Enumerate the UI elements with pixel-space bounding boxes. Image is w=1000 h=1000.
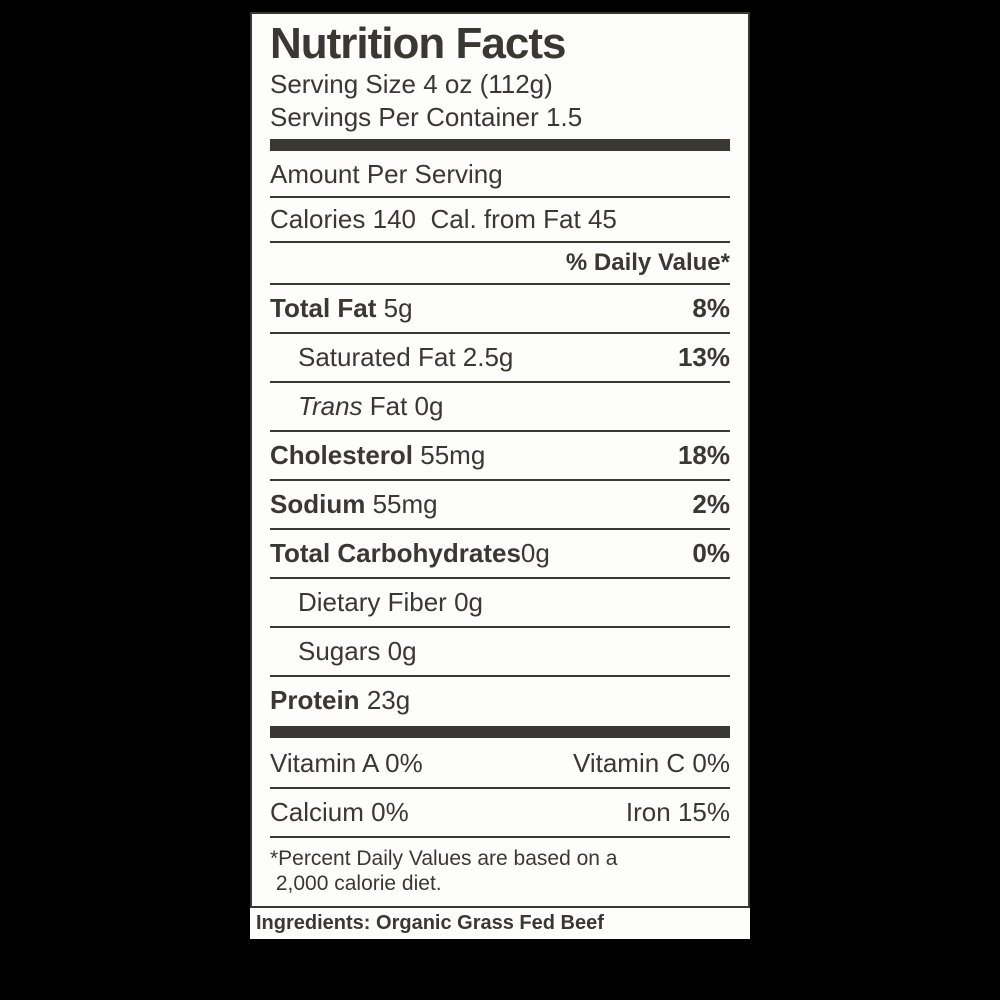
calories-value: 140 bbox=[373, 204, 416, 234]
sugars-amount: 0g bbox=[388, 636, 417, 666]
divider bbox=[270, 381, 730, 383]
cal-from-fat-label: Cal. from Fat bbox=[430, 204, 580, 234]
vitamin-c: Vitamin C 0% bbox=[573, 748, 730, 779]
divider bbox=[270, 836, 730, 838]
row-trans-fat: Trans Fat 0g bbox=[270, 387, 730, 426]
servings-per-container: Servings Per Container 1.5 bbox=[270, 101, 730, 134]
row-total-fat: Total Fat 5g 8% bbox=[270, 289, 730, 328]
footnote-line1: *Percent Daily Values are based on a bbox=[270, 847, 617, 870]
cal-from-fat-value: 45 bbox=[588, 204, 617, 234]
divider bbox=[270, 332, 730, 334]
calcium: Calcium 0% bbox=[270, 797, 409, 828]
ingredients-value: Organic Grass Fed Beef bbox=[376, 912, 604, 934]
row-protein: Protein 23g bbox=[270, 681, 730, 720]
divider bbox=[270, 283, 730, 285]
divider bbox=[270, 577, 730, 579]
serving-size: Serving Size 4 oz (112g) bbox=[270, 68, 730, 101]
divider bbox=[270, 528, 730, 530]
cholesterol-amount: 55mg bbox=[420, 440, 485, 470]
iron: Iron 15% bbox=[626, 797, 730, 828]
sodium-amount: 55mg bbox=[373, 489, 438, 519]
servings-per-container-label: Servings Per Container bbox=[270, 102, 539, 132]
divider bbox=[270, 675, 730, 677]
vitamin-a: Vitamin A 0% bbox=[270, 748, 423, 779]
thick-rule bbox=[270, 726, 730, 738]
calories-line: Calories 140 Cal. from Fat 45 bbox=[270, 202, 730, 237]
serving-size-value: 4 oz (112g) bbox=[423, 69, 553, 99]
dv-footnote: *Percent Daily Values are based on a 2,0… bbox=[270, 842, 730, 896]
vitamin-row-1: Vitamin A 0% Vitamin C 0% bbox=[270, 744, 730, 783]
serving-size-label: Serving Size bbox=[270, 69, 416, 99]
total-carb-amount: 0g bbox=[521, 538, 550, 568]
panel-title: Nutrition Facts bbox=[270, 22, 730, 66]
footnote-line2: 2,000 calorie diet. bbox=[276, 872, 442, 895]
cholesterol-label: Cholesterol bbox=[270, 440, 413, 470]
servings-per-container-value: 1.5 bbox=[546, 102, 582, 132]
trans-fat-prefix: Trans bbox=[298, 391, 363, 421]
divider bbox=[270, 196, 730, 198]
total-fat-label: Total Fat bbox=[270, 293, 376, 323]
total-fat-amount: 5g bbox=[384, 293, 413, 323]
fiber-label: Dietary Fiber bbox=[298, 587, 447, 617]
cholesterol-dv: 18% bbox=[678, 440, 730, 471]
fiber-amount: 0g bbox=[454, 587, 483, 617]
divider bbox=[270, 241, 730, 243]
row-sugars: Sugars 0g bbox=[270, 632, 730, 671]
ingredients-label: Ingredients: bbox=[256, 912, 370, 934]
protein-amount: 23g bbox=[367, 685, 410, 715]
total-fat-dv: 8% bbox=[692, 293, 730, 324]
thick-rule bbox=[270, 139, 730, 151]
sugars-label: Sugars bbox=[298, 636, 380, 666]
divider bbox=[270, 479, 730, 481]
row-total-carb: Total Carbohydrates0g 0% bbox=[270, 534, 730, 573]
row-sodium: Sodium 55mg 2% bbox=[270, 485, 730, 524]
calories-label: Calories bbox=[270, 204, 365, 234]
dv-header: % Daily Value* bbox=[270, 247, 730, 279]
row-fiber: Dietary Fiber 0g bbox=[270, 583, 730, 622]
divider bbox=[270, 787, 730, 789]
vitamin-row-2: Calcium 0% Iron 15% bbox=[270, 793, 730, 832]
divider bbox=[270, 430, 730, 432]
trans-fat-suffix: Fat 0g bbox=[363, 391, 444, 421]
sat-fat-dv: 13% bbox=[678, 342, 730, 373]
row-sat-fat: Saturated Fat 2.5g 13% bbox=[270, 338, 730, 377]
sat-fat-amount: 2.5g bbox=[463, 342, 514, 372]
divider bbox=[270, 626, 730, 628]
total-carb-label: Total Carbohydrates bbox=[270, 538, 521, 568]
amount-per-serving: Amount Per Serving bbox=[270, 157, 730, 192]
sat-fat-label: Saturated Fat bbox=[298, 342, 456, 372]
ingredients: Ingredients: Organic Grass Fed Beef bbox=[250, 908, 750, 939]
row-cholesterol: Cholesterol 55mg 18% bbox=[270, 436, 730, 475]
protein-label: Protein bbox=[270, 685, 360, 715]
total-carb-dv: 0% bbox=[692, 538, 730, 569]
sodium-label: Sodium bbox=[270, 489, 365, 519]
nutrition-facts-panel: Nutrition Facts Serving Size 4 oz (112g)… bbox=[250, 12, 750, 908]
sodium-dv: 2% bbox=[692, 489, 730, 520]
